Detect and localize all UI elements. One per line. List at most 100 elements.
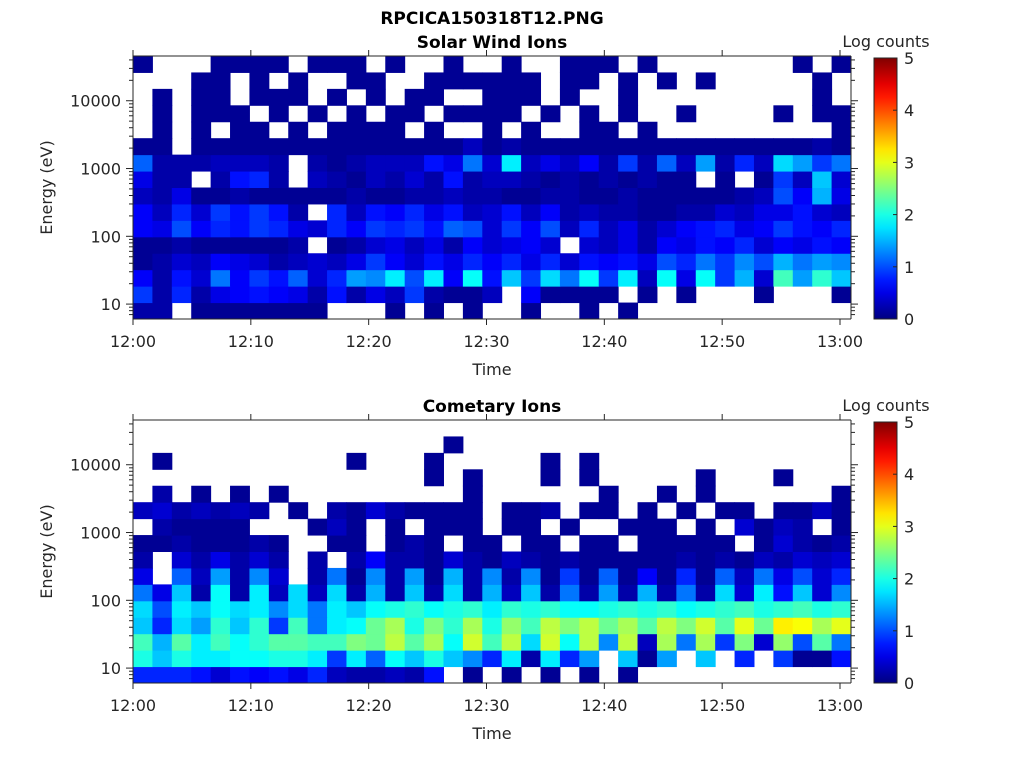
heatmap-cell	[618, 518, 639, 536]
heatmap-cell	[268, 187, 289, 205]
heatmap-cell	[268, 253, 289, 271]
heatmap-cell	[792, 535, 813, 552]
heatmap-cell	[618, 253, 639, 271]
heatmap-cell	[327, 154, 347, 172]
x-axis-label: Time	[471, 360, 511, 379]
heatmap-cell	[133, 171, 153, 188]
heatmap-cell	[288, 633, 309, 651]
heatmap-cell	[268, 567, 289, 585]
x-tick-label: 12:30	[463, 332, 509, 351]
heatmap-cell	[812, 617, 833, 635]
heatmap-cell	[462, 650, 483, 668]
heatmap-cell	[171, 617, 192, 635]
heatmap-cell	[346, 72, 367, 90]
heatmap-cell	[462, 617, 483, 635]
heatmap-cell	[230, 600, 250, 618]
heatmap-cell	[288, 138, 309, 156]
heatmap-cell	[191, 584, 212, 602]
heatmap-cell	[753, 584, 774, 602]
heatmap-cell	[365, 567, 386, 585]
heatmap-cell	[715, 633, 736, 651]
heatmap-cell	[230, 56, 250, 73]
heatmap-cell	[637, 650, 658, 668]
heatmap-cell	[637, 600, 658, 618]
heatmap-cell	[230, 650, 250, 668]
heatmap-cell	[133, 220, 153, 238]
heatmap-cell	[559, 171, 580, 188]
heatmap-cell	[133, 502, 153, 520]
heatmap-cell	[579, 584, 600, 602]
heatmap-cell	[521, 502, 542, 520]
heatmap-cell	[521, 551, 542, 569]
heatmap-cell	[288, 121, 309, 139]
heatmap-cell	[424, 286, 444, 304]
heatmap-cell	[753, 236, 774, 254]
heatmap-cell	[133, 584, 153, 602]
heatmap-cell	[327, 286, 347, 304]
heatmap-cell	[831, 269, 852, 287]
heatmap-cell	[191, 666, 212, 684]
heatmap-cell	[249, 567, 270, 585]
heatmap-cell	[327, 666, 347, 684]
heatmap-cell	[598, 220, 619, 238]
heatmap-cell	[404, 187, 425, 205]
heatmap-cell	[230, 617, 250, 635]
heatmap-cell	[327, 203, 347, 221]
heatmap-cell	[327, 617, 347, 635]
heatmap-cell	[715, 551, 736, 569]
heatmap-cell	[307, 551, 328, 569]
heatmap-cell	[812, 187, 833, 205]
heatmap-cell	[133, 617, 153, 635]
heatmap-cell	[424, 650, 444, 668]
heatmap-cell	[249, 187, 270, 205]
heatmap-cell	[734, 551, 755, 569]
heatmap-cell	[327, 220, 347, 238]
heatmap-cell	[288, 302, 309, 320]
panel-title: Solar Wind Ions	[417, 33, 568, 53]
colorbar-tick-label: 0	[904, 674, 914, 693]
y-tick-label: 10	[101, 295, 121, 314]
y-tick-label: 10	[101, 659, 121, 678]
heatmap-cell	[385, 600, 406, 618]
x-axis-label: Time	[471, 724, 511, 743]
heatmap-cell	[773, 236, 794, 254]
heatmap-cell	[734, 600, 755, 618]
heatmap-cell	[792, 269, 813, 287]
heatmap-cell	[579, 469, 600, 487]
heatmap-cell	[404, 617, 425, 635]
colorbar-label: Log counts	[842, 396, 929, 415]
heatmap-cell	[656, 72, 677, 90]
heatmap-cell	[307, 105, 328, 123]
heatmap-cell	[521, 286, 542, 304]
heatmap-cell	[230, 567, 250, 585]
heatmap-cell	[656, 633, 677, 651]
heatmap-cell	[676, 535, 697, 552]
heatmap-cell	[424, 253, 444, 271]
heatmap-cell	[268, 269, 289, 287]
heatmap-cell	[230, 286, 250, 304]
heatmap-cell	[288, 269, 309, 287]
heatmap-cell	[559, 56, 580, 73]
heatmap-cell	[559, 617, 580, 635]
heatmap-cell	[171, 518, 192, 536]
heatmap-cell	[268, 650, 289, 668]
heatmap-cell	[152, 286, 173, 304]
heatmap-cell	[540, 666, 561, 684]
heatmap-cell	[559, 551, 580, 569]
heatmap-cell	[365, 138, 386, 156]
heatmap-cell	[637, 584, 658, 602]
heatmap-cell	[385, 269, 406, 287]
heatmap-cell	[424, 666, 444, 684]
heatmap-cell	[559, 72, 580, 90]
heatmap-cell	[133, 138, 153, 156]
heatmap-cell	[734, 220, 755, 238]
heatmap-cell	[424, 600, 444, 618]
heatmap-cell	[346, 551, 367, 569]
heatmap-cell	[734, 617, 755, 635]
heatmap-cell	[462, 187, 483, 205]
heatmap-cell	[307, 138, 328, 156]
x-tick-label: 12:50	[699, 696, 745, 715]
heatmap-cell	[540, 171, 561, 188]
heatmap-cell	[540, 452, 561, 470]
heatmap-cell	[521, 72, 542, 90]
